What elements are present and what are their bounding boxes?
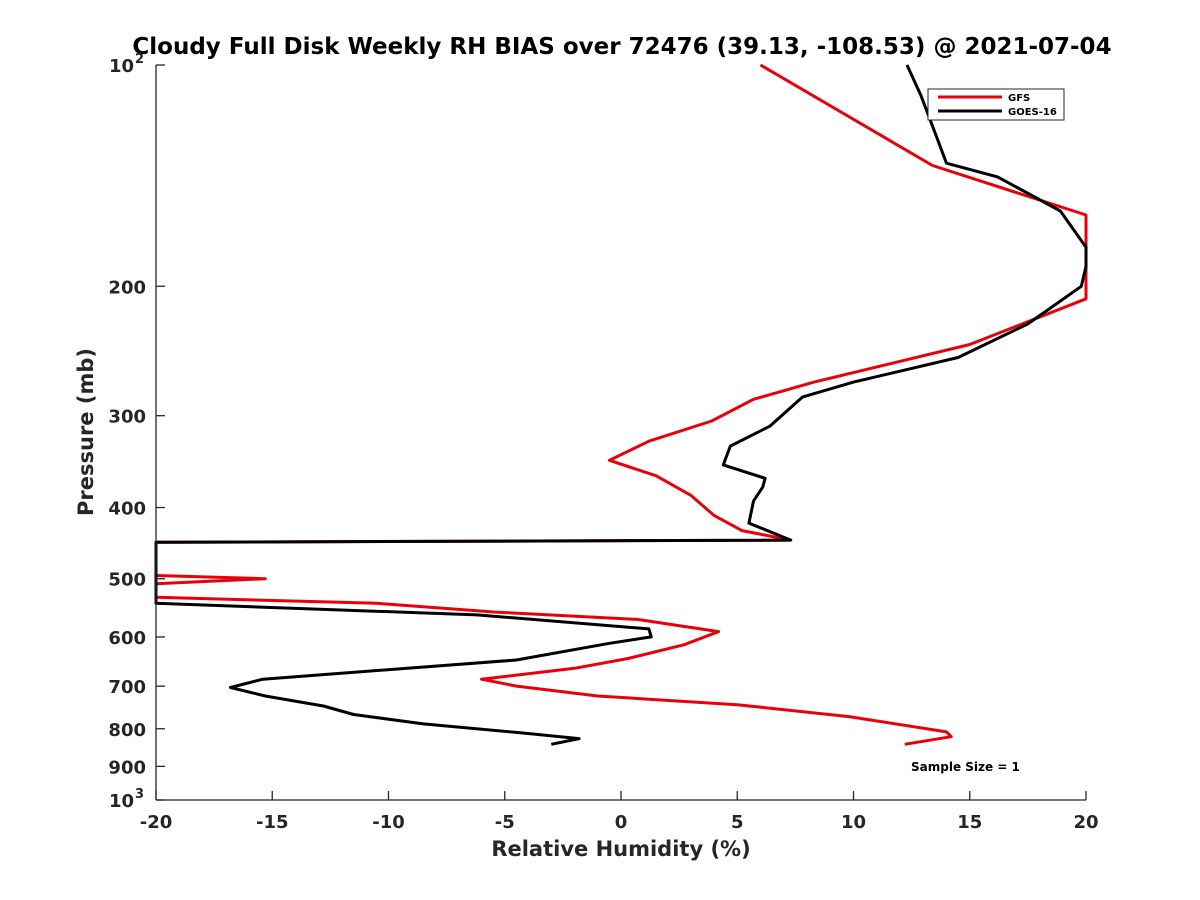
- x-tick-label: 15: [957, 812, 982, 833]
- x-tick-label: 0: [615, 812, 628, 833]
- y-tick-label: 300: [108, 407, 146, 428]
- y-tick-label: 900: [108, 757, 146, 778]
- y-tick-exponent: 3: [135, 787, 144, 802]
- y-tick-label: 500: [108, 570, 146, 591]
- y-tick-label: 700: [108, 677, 146, 698]
- x-axis-label: Relative Humidity (%): [491, 837, 750, 861]
- y-tick-label: 600: [108, 628, 146, 649]
- series-line-goes-16: [154, 64, 1088, 746]
- legend-items: GFS GOES-16: [938, 93, 1057, 118]
- chart-title: Cloudy Full Disk Weekly RH BIAS over 724…: [132, 34, 1111, 60]
- x-tick-label: -10: [372, 812, 405, 833]
- legend: GFS GOES-16: [927, 88, 1065, 121]
- y-tick-label: 10: [109, 791, 134, 812]
- y-tick-exponent: 2: [135, 52, 144, 67]
- plot-background: [156, 65, 1086, 800]
- x-tick-label: -15: [256, 812, 289, 833]
- y-tick-label: 800: [108, 720, 146, 741]
- y-tick-label: 10: [109, 56, 134, 77]
- y-tick-label: 200: [108, 277, 146, 298]
- x-tick-label: -20: [140, 812, 173, 833]
- series-line-gfs: [154, 63, 1088, 746]
- x-ticks: -20 -15 -10 -5 0 5 10 15 20: [140, 791, 1099, 833]
- y-axis-label: Pressure (mb): [74, 348, 98, 516]
- sample-size-annotation: Sample Size = 1: [911, 760, 1020, 774]
- series-layer: [154, 63, 1088, 746]
- legend-label: GOES-16: [1008, 107, 1057, 118]
- legend-box: [927, 88, 1065, 121]
- x-tick-label: -5: [495, 812, 515, 833]
- x-tick-label: 10: [841, 812, 866, 833]
- x-tick-label: 20: [1073, 812, 1098, 833]
- y-tick-label: 400: [108, 499, 146, 520]
- plot-area: -20 -15 -10 -5 0 5 10 15 20 10 220030040050060070…: [108, 52, 1098, 833]
- x-tick-label: 5: [731, 812, 744, 833]
- legend-label: GFS: [1008, 93, 1030, 104]
